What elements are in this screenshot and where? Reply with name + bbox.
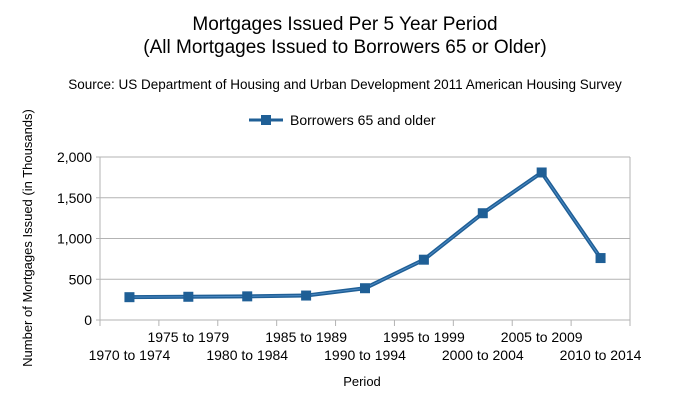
data-point-marker (301, 290, 312, 301)
x-tick-label: 2005 to 2009 (501, 329, 583, 345)
series (124, 167, 606, 303)
data-point-marker (418, 254, 429, 265)
x-tick-label: 1980 to 1984 (206, 347, 288, 363)
data-point-marker (242, 291, 253, 302)
y-tick-label: 2,000 (57, 149, 92, 165)
x-tick-label: 1970 to 1974 (89, 347, 171, 363)
x-tick-label: 1975 to 1979 (147, 329, 229, 345)
data-point-marker (183, 291, 194, 302)
chart-title-line2: (All Mortgages Issued to Borrowers 65 or… (143, 37, 546, 58)
series-line (129, 170, 603, 300)
gridlines (100, 156, 630, 280)
y-tick-label: 0 (84, 312, 92, 328)
x-tick-labels: 1970 to 1974 1975 to 1979 1980 to 1984 1985… (89, 329, 642, 363)
data-point-marker (360, 283, 370, 294)
x-tick-label: 2010 to 2014 (560, 347, 642, 363)
y-tick-label: 1,500 (57, 190, 92, 206)
x-axis-title: Period (343, 374, 381, 389)
x-tick-label: 1990 to 1994 (324, 347, 406, 363)
data-point-marker (477, 208, 488, 219)
legend: Borrowers 65 and older (249, 112, 436, 128)
legend-marker-icon (261, 115, 271, 125)
y-tick-label: 500 (69, 271, 93, 287)
x-tick-label: 2000 to 2004 (442, 347, 524, 363)
data-point-marker (595, 253, 606, 264)
chart-subtitle: Source: US Department of Housing and Urb… (68, 77, 622, 92)
data-point-marker (124, 292, 135, 303)
x-tick-label: 1995 to 1999 (383, 329, 465, 345)
data-point-marker (536, 167, 547, 178)
legend-label: Borrowers 65 and older (290, 112, 436, 128)
series-line-highlight (129, 171, 601, 298)
chart-title: Mortgages Issued Per 5 Year Period (192, 14, 497, 35)
y-tick-label: 1,000 (57, 231, 92, 247)
x-tick-label: 1985 to 1989 (265, 329, 347, 345)
y-axis-title: Number of Mortgages Issued (in Thousands… (20, 109, 35, 367)
axes (96, 156, 631, 326)
y-tick-labels: 0 500 1,000 1,500 2,000 (57, 149, 92, 328)
